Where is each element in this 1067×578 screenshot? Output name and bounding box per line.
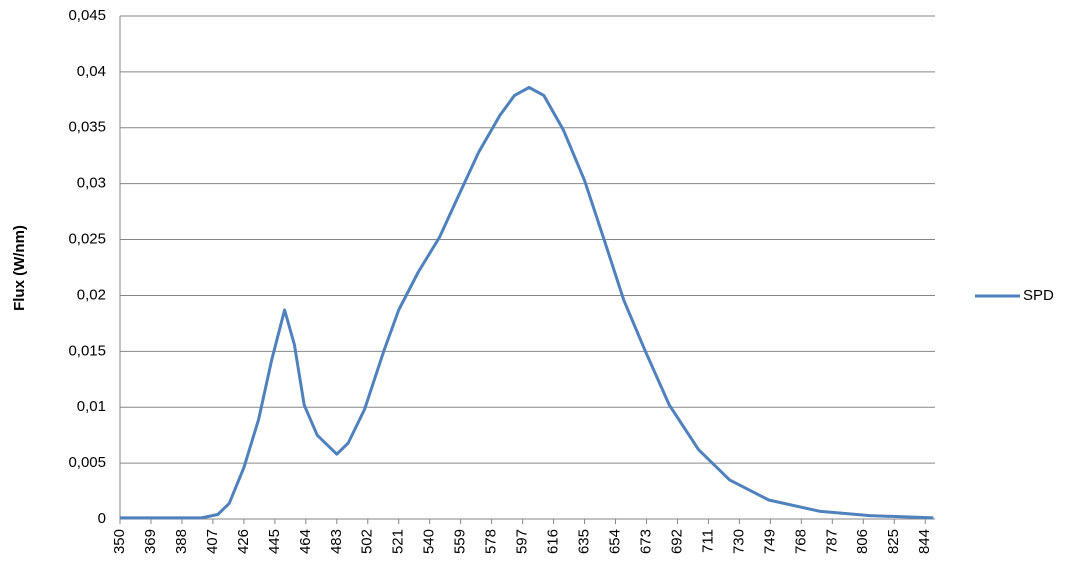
x-tick-label: 654 bbox=[606, 529, 623, 554]
y-tick-label: 0,01 bbox=[77, 398, 106, 415]
x-tick-label: 711 bbox=[699, 529, 716, 553]
x-tick-label: 426 bbox=[235, 529, 252, 554]
y-tick-label: 0,045 bbox=[68, 7, 106, 24]
y-tick-label: 0,02 bbox=[77, 286, 106, 303]
x-tick-label: 540 bbox=[421, 529, 438, 554]
x-tick-label: 578 bbox=[483, 529, 500, 554]
x-tick-label: 787 bbox=[823, 529, 840, 554]
x-tick-label: 616 bbox=[545, 529, 562, 554]
y-tick-label: 0,04 bbox=[77, 63, 106, 80]
x-tick-label: 483 bbox=[328, 529, 345, 554]
x-tick-label: 369 bbox=[142, 529, 159, 554]
x-tick-label: 806 bbox=[854, 529, 871, 554]
y-tick-label: 0,025 bbox=[68, 231, 106, 248]
series-line bbox=[120, 86, 934, 520]
x-tick-label: 673 bbox=[637, 529, 654, 554]
legend-label: SPD bbox=[1023, 287, 1054, 304]
y-tick-label: 0,005 bbox=[68, 454, 106, 471]
x-tick-label: 445 bbox=[266, 529, 283, 554]
x-tick-label: 825 bbox=[885, 529, 902, 554]
x-tick-label: 350 bbox=[111, 529, 128, 554]
y-tick-label: 0,035 bbox=[68, 119, 106, 136]
x-tick-label: 730 bbox=[730, 529, 747, 554]
x-tick-label: 749 bbox=[761, 529, 778, 554]
x-tick-label: 559 bbox=[452, 529, 469, 554]
x-tick-label: 521 bbox=[390, 529, 407, 554]
x-tick-label: 464 bbox=[297, 529, 314, 554]
x-tick-label: 388 bbox=[173, 529, 190, 554]
x-tick-label: 502 bbox=[359, 529, 376, 554]
x-tick-label: 692 bbox=[668, 529, 685, 554]
x-tick-label: 635 bbox=[576, 529, 593, 554]
y-tick-label: 0,015 bbox=[68, 342, 106, 359]
y-axis-title: Flux (W/nm) bbox=[11, 225, 28, 311]
y-tick-label: 0 bbox=[98, 510, 106, 527]
x-tick-label: 844 bbox=[916, 529, 933, 554]
x-tick-label: 407 bbox=[204, 529, 221, 554]
x-tick-label: 597 bbox=[514, 529, 531, 554]
y-tick-label: 0,03 bbox=[77, 175, 106, 192]
x-tick-label: 768 bbox=[792, 529, 809, 554]
